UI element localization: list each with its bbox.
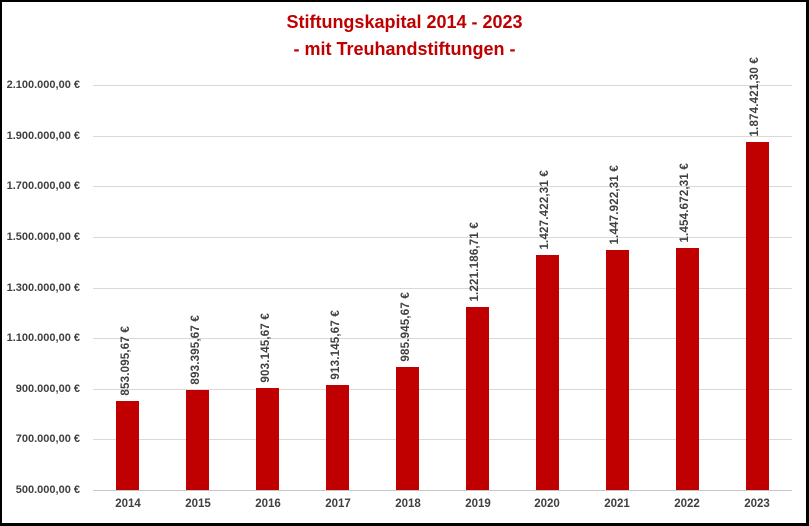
- y-gridline: [93, 85, 792, 86]
- bar: [396, 367, 419, 490]
- y-axis-tick-label: 1.100.000,00 €: [6, 332, 80, 344]
- y-axis-tick-label: 2.100.000,00 €: [6, 79, 80, 91]
- x-axis-tick-label: 2020: [534, 498, 560, 510]
- bar-value-label: 903.145,67 €: [260, 313, 272, 383]
- bar-value-label: 1.874.421,30 €: [749, 57, 761, 137]
- y-axis-tick-label: 1.300.000,00 €: [6, 282, 80, 294]
- y-gridline: [93, 288, 792, 289]
- x-axis-tick-label: 2017: [325, 498, 351, 510]
- bar-value-label: 913.145,67 €: [330, 310, 342, 380]
- y-gridline: [93, 338, 792, 339]
- y-gridline: [93, 439, 792, 440]
- bar-value-label: 1.447.922,31 €: [609, 165, 621, 245]
- bar: [676, 248, 699, 490]
- y-axis-tick-label: 1.500.000,00 €: [6, 231, 80, 243]
- x-axis-tick-label: 2018: [395, 498, 421, 510]
- x-axis-tick-label: 2021: [604, 498, 630, 510]
- bar: [116, 401, 139, 490]
- y-gridline: [93, 490, 792, 491]
- x-axis-tick-label: 2019: [465, 498, 491, 510]
- bar: [536, 255, 559, 490]
- x-axis-tick-label: 2015: [185, 498, 211, 510]
- x-axis-tick-label: 2016: [255, 498, 281, 510]
- bar-value-label: 1.427.422,31 €: [539, 170, 551, 250]
- bar-value-label: 1.221.186,71 €: [469, 222, 481, 302]
- bar: [256, 388, 279, 490]
- bar: [186, 390, 209, 490]
- x-axis-tick-label: 2023: [744, 498, 770, 510]
- chart-title: Stiftungskapital 2014 - 2023: [286, 12, 523, 32]
- bar: [746, 142, 769, 490]
- bar-value-label: 985.945,67 €: [400, 292, 412, 362]
- bar-value-label: 893.395,67 €: [190, 315, 202, 385]
- bar: [606, 250, 629, 490]
- bar: [326, 385, 349, 490]
- chart-title-block: Stiftungskapital 2014 - 2023 - mit Treuh…: [0, 9, 809, 63]
- bar-value-label: 1.454.672,31 €: [679, 163, 691, 243]
- chart-subtitle: - mit Treuhandstiftungen -: [293, 39, 516, 59]
- y-gridline: [93, 389, 792, 390]
- y-gridline: [93, 186, 792, 187]
- x-axis-tick-label: 2022: [674, 498, 700, 510]
- y-axis-tick-label: 500.000,00 €: [15, 484, 80, 496]
- y-axis-tick-label: 1.900.000,00 €: [6, 130, 80, 142]
- x-axis-tick-label: 2014: [115, 498, 141, 510]
- y-gridline: [93, 136, 792, 137]
- y-gridline: [93, 237, 792, 238]
- y-axis-tick-label: 700.000,00 €: [15, 433, 80, 445]
- y-axis-tick-label: 1.700.000,00 €: [6, 180, 80, 192]
- y-axis-tick-label: 900.000,00 €: [15, 383, 80, 395]
- bar: [466, 307, 489, 490]
- bar-value-label: 853.095,67 €: [120, 326, 132, 396]
